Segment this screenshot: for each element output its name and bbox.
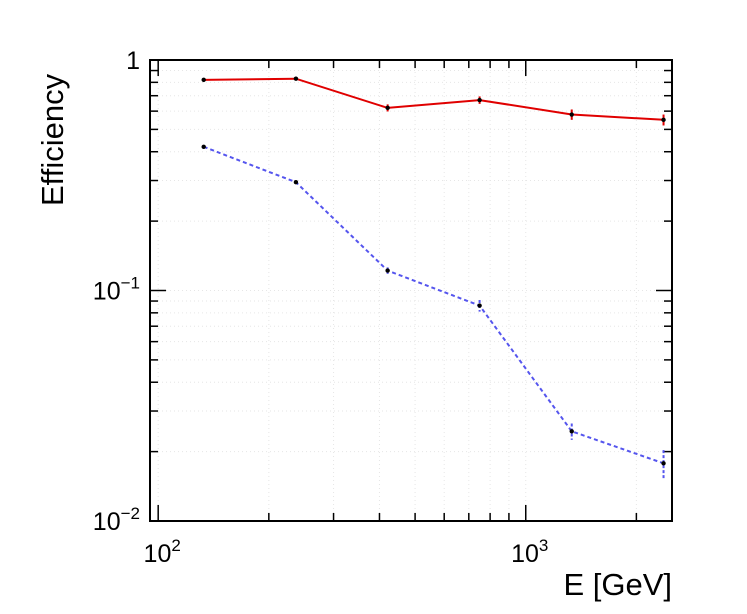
tick-labels: 102 103 10−2 10−1 1 <box>93 47 549 568</box>
data-point <box>201 144 206 150</box>
data-point <box>477 303 482 308</box>
x-tick-label: 102 <box>144 536 181 568</box>
data-point <box>201 77 206 83</box>
data-point <box>293 180 299 185</box>
data-point <box>661 117 666 123</box>
axis-ticks <box>150 59 672 522</box>
data-series <box>201 76 666 479</box>
data-point <box>661 461 666 466</box>
data-point <box>293 76 299 81</box>
data-point <box>569 429 574 434</box>
x-axis-label: E [GeV] <box>563 567 672 602</box>
data-point <box>477 97 482 103</box>
y-tick-label: 10−2 <box>93 504 140 536</box>
y-tick-label: 1 <box>126 47 140 75</box>
y-axis-label: Efficiency <box>35 73 70 206</box>
series-line-2 <box>203 145 664 465</box>
y-tick-label: 10−1 <box>93 274 140 306</box>
plot-frame <box>149 59 673 522</box>
data-point <box>385 105 390 111</box>
data-point <box>385 268 390 273</box>
x-tick-label: 103 <box>511 536 548 568</box>
data-point <box>569 112 574 117</box>
grid-lines <box>150 59 672 522</box>
series-line-1 <box>203 77 664 121</box>
